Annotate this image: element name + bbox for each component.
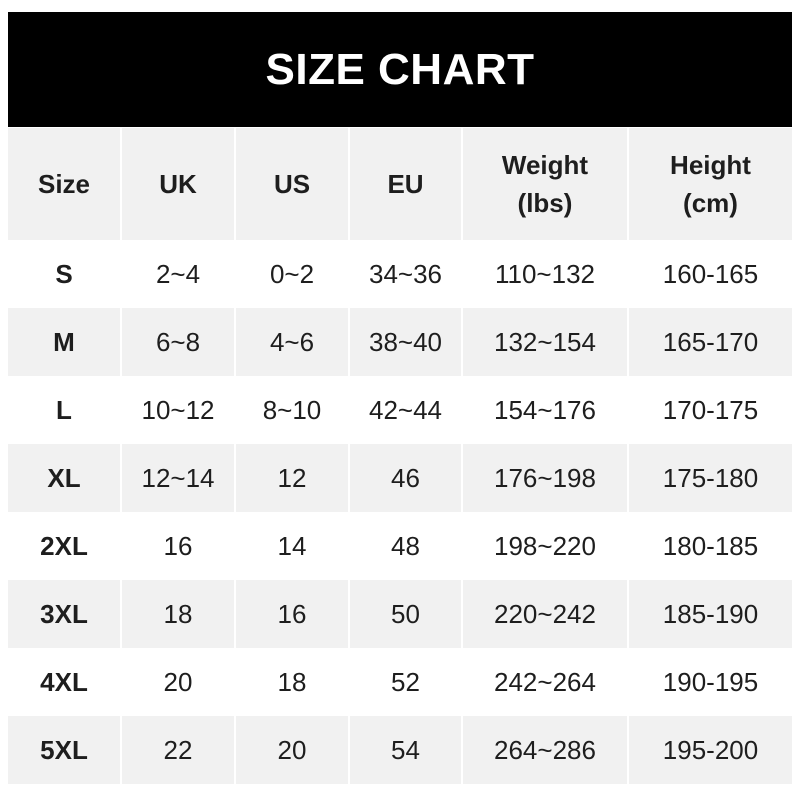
cell-eu: 52 xyxy=(348,648,462,716)
cell-eu: 38~40 xyxy=(348,308,462,376)
cell-size: L xyxy=(8,376,121,444)
header-row: Size UK US EU Weight (lbs) Height (cm) xyxy=(8,128,792,240)
cell-us: 18 xyxy=(234,648,349,716)
table-body: S 2~4 0~2 34~36 110~132 160-165 M 6~8 4~6 38~40 13… xyxy=(8,240,792,784)
cell-uk: 10~12 xyxy=(120,376,235,444)
cell-uk: 12~14 xyxy=(120,444,235,512)
cell-us: 12 xyxy=(234,444,349,512)
cell-us: 14 xyxy=(234,512,349,580)
cell-weight: 198~220 xyxy=(461,512,628,580)
table-row: M 6~8 4~6 38~40 132~154 165-170 xyxy=(8,308,792,376)
cell-eu: 42~44 xyxy=(348,376,462,444)
cell-eu: 34~36 xyxy=(348,240,462,308)
cell-eu: 54 xyxy=(348,716,462,784)
cell-uk: 18 xyxy=(120,580,235,648)
column-header-uk: UK xyxy=(120,128,235,240)
size-chart-table: Size UK US EU Weight (lbs) Height (cm) S 2~4 0~2 3… xyxy=(8,128,792,784)
cell-weight: 242~264 xyxy=(461,648,628,716)
cell-size: XL xyxy=(8,444,121,512)
column-header-size: Size xyxy=(8,128,121,240)
cell-weight: 264~286 xyxy=(461,716,628,784)
column-header-us: US xyxy=(234,128,349,240)
cell-us: 8~10 xyxy=(234,376,349,444)
cell-weight: 154~176 xyxy=(461,376,628,444)
table-row: 2XL 16 14 48 198~220 180-185 xyxy=(8,512,792,580)
cell-height: 190-195 xyxy=(627,648,792,716)
cell-uk: 20 xyxy=(120,648,235,716)
cell-size: 3XL xyxy=(8,580,121,648)
cell-height: 185-190 xyxy=(627,580,792,648)
cell-height: 180-185 xyxy=(627,512,792,580)
cell-eu: 50 xyxy=(348,580,462,648)
column-header-unit: (cm) xyxy=(683,188,738,218)
cell-us: 0~2 xyxy=(234,240,349,308)
cell-height: 170-175 xyxy=(627,376,792,444)
table-row: 3XL 18 16 50 220~242 185-190 xyxy=(8,580,792,648)
cell-us: 4~6 xyxy=(234,308,349,376)
cell-eu: 48 xyxy=(348,512,462,580)
column-header-label: Height xyxy=(670,150,751,180)
cell-us: 20 xyxy=(234,716,349,784)
column-header-weight: Weight (lbs) xyxy=(461,128,628,240)
cell-weight: 220~242 xyxy=(461,580,628,648)
cell-size: S xyxy=(8,240,121,308)
cell-eu: 46 xyxy=(348,444,462,512)
cell-uk: 16 xyxy=(120,512,235,580)
table-row: L 10~12 8~10 42~44 154~176 170-175 xyxy=(8,376,792,444)
cell-size: M xyxy=(8,308,121,376)
column-header-label: Weight xyxy=(501,150,589,180)
column-header-label: US xyxy=(273,169,311,199)
table-row: 5XL 22 20 54 264~286 195-200 xyxy=(8,716,792,784)
cell-uk: 2~4 xyxy=(120,240,235,308)
cell-weight: 132~154 xyxy=(461,308,628,376)
size-chart-title: SIZE CHART xyxy=(8,12,792,127)
cell-uk: 22 xyxy=(120,716,235,784)
cell-size: 2XL xyxy=(8,512,121,580)
cell-us: 16 xyxy=(234,580,349,648)
cell-height: 165-170 xyxy=(627,308,792,376)
cell-weight: 110~132 xyxy=(461,240,628,308)
cell-height: 175-180 xyxy=(627,444,792,512)
cell-height: 195-200 xyxy=(627,716,792,784)
column-header-height: Height (cm) xyxy=(627,128,792,240)
table-row: 4XL 20 18 52 242~264 190-195 xyxy=(8,648,792,716)
column-header-unit: (lbs) xyxy=(517,188,573,218)
column-header-eu: EU xyxy=(348,128,462,240)
cell-size: 5XL xyxy=(8,716,121,784)
table-row: XL 12~14 12 46 176~198 175-180 xyxy=(8,444,792,512)
column-header-label: EU xyxy=(387,169,424,199)
cell-weight: 176~198 xyxy=(461,444,628,512)
cell-height: 160-165 xyxy=(627,240,792,308)
column-header-label: UK xyxy=(159,169,197,199)
cell-size: 4XL xyxy=(8,648,121,716)
table-row: S 2~4 0~2 34~36 110~132 160-165 xyxy=(8,240,792,308)
cell-uk: 6~8 xyxy=(120,308,235,376)
column-header-label: Size xyxy=(37,169,91,199)
